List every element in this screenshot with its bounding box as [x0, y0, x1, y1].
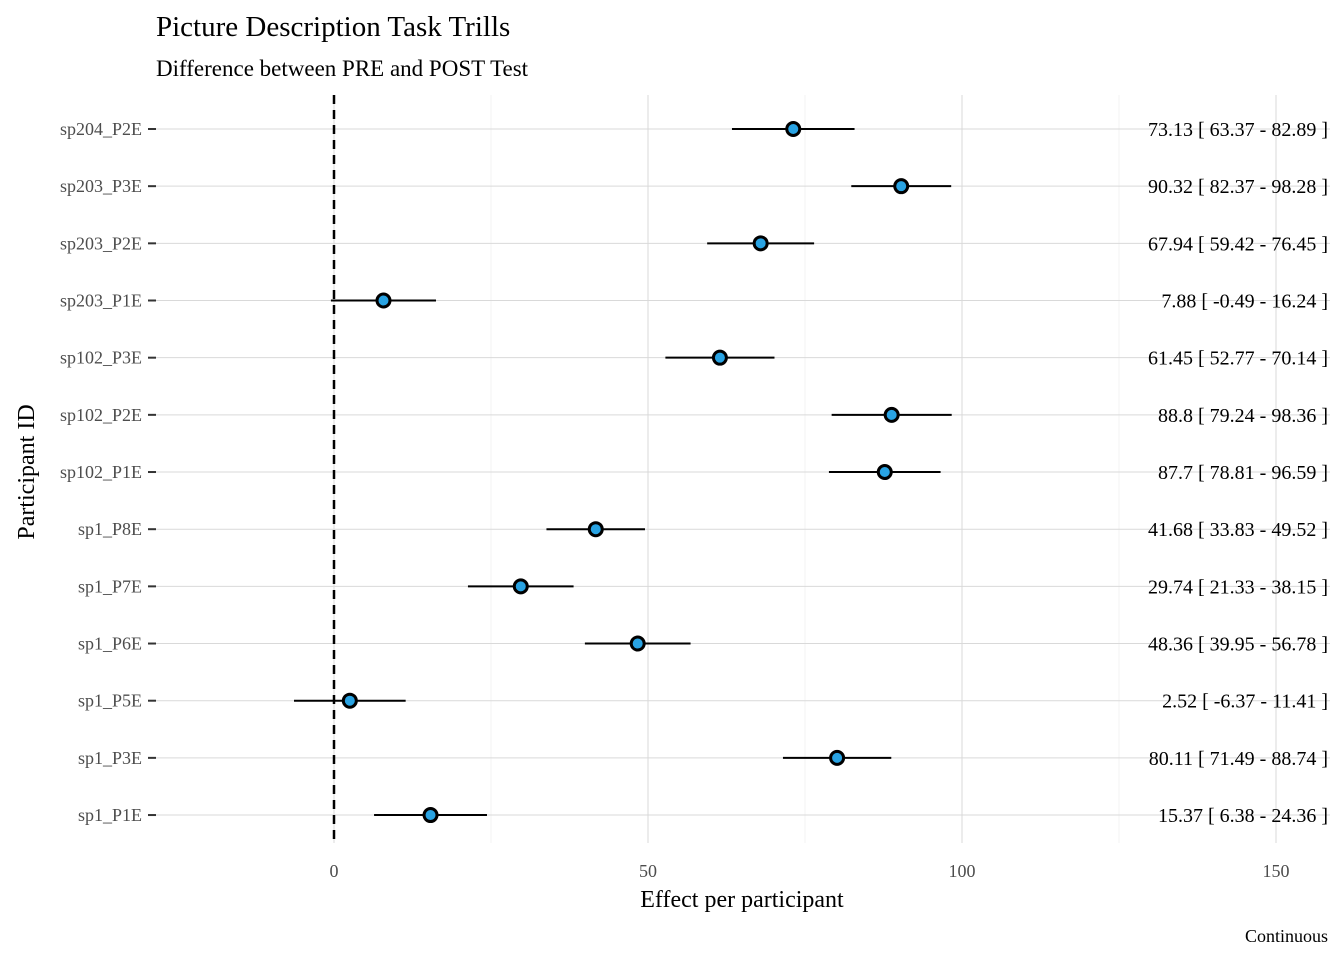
estimate-label: 41.68 [ 33.83 - 49.52 ] [1148, 519, 1328, 541]
estimate-point [752, 235, 769, 252]
x-axis-title: Effect per participant [640, 887, 844, 913]
y-axis: sp204_P2E sp203_P3E sp203_P2E sp203_P1E sp10… [60, 119, 156, 825]
chart-subtitle: Difference between PRE and POST Test [156, 56, 529, 81]
estimate-label: 87.7 [ 78.81 - 96.59 ] [1158, 462, 1328, 484]
x-tick-label: 50 [639, 861, 657, 881]
estimate-point [512, 578, 529, 595]
chart-title: Picture Description Task Trills [156, 11, 510, 43]
estimate-label: 88.8 [ 79.24 - 98.36 ] [1158, 405, 1328, 427]
x-tick-label: 100 [949, 861, 976, 881]
y-tick-label: sp102_P1E [60, 462, 142, 482]
grid-lines [156, 95, 1330, 843]
estimate-point [785, 121, 802, 137]
chart-caption: Continuous [1245, 926, 1328, 946]
estimate-label: 61.45 [ 52.77 - 70.14 ] [1148, 348, 1328, 370]
estimate-label: 29.74 [ 21.33 - 38.15 ] [1148, 576, 1328, 598]
estimate-label: 7.88 [ -0.49 - 16.24 ] [1161, 291, 1328, 313]
y-tick-label: sp1_P8E [78, 519, 142, 539]
y-tick-label: sp203_P1E [60, 291, 142, 311]
y-tick-label: sp1_P5E [78, 691, 142, 711]
estimates [293, 121, 952, 824]
x-axis: 0 50 100 150 [330, 861, 1290, 881]
y-tick-label: sp203_P2E [60, 233, 142, 253]
y-tick-label: sp1_P7E [78, 576, 142, 596]
estimate-point [711, 349, 728, 366]
estimate-labels: 73.13 [ 63.37 - 82.89 ] 90.32 [ 82.37 - 9… [1148, 119, 1328, 827]
y-axis-title: Participant ID [14, 404, 40, 539]
y-tick-label: sp102_P2E [60, 405, 142, 425]
estimate-label: 80.11 [ 71.49 - 88.74 ] [1149, 748, 1328, 770]
y-tick-label: sp204_P2E [60, 119, 142, 139]
estimate-label: 15.37 [ 6.38 - 24.36 ] [1158, 805, 1328, 827]
estimate-label: 67.94 [ 59.42 - 76.45 ] [1148, 233, 1328, 255]
estimate-point [893, 178, 910, 195]
y-tick-label: sp203_P3E [60, 176, 142, 196]
y-tick-label: sp102_P3E [60, 348, 142, 368]
estimate-point [629, 635, 646, 652]
estimate-point [341, 692, 358, 709]
estimate-point [375, 292, 392, 309]
estimate-label: 2.52 [ -6.37 - 11.41 ] [1162, 691, 1328, 713]
estimate-point [422, 807, 439, 824]
estimate-label: 73.13 [ 63.37 - 82.89 ] [1148, 119, 1328, 141]
estimate-point [876, 464, 893, 481]
estimate-point [587, 521, 604, 538]
estimate-point [829, 749, 846, 766]
estimate-label: 48.36 [ 39.95 - 56.78 ] [1148, 634, 1328, 656]
y-tick-label: sp1_P6E [78, 634, 142, 654]
y-tick-label: sp1_P1E [78, 805, 142, 825]
estimate-point [883, 406, 900, 423]
x-tick-label: 150 [1263, 861, 1290, 881]
x-tick-label: 0 [330, 861, 339, 881]
y-tick-label: sp1_P3E [78, 748, 142, 768]
estimate-label: 90.32 [ 82.37 - 98.28 ] [1148, 176, 1328, 198]
